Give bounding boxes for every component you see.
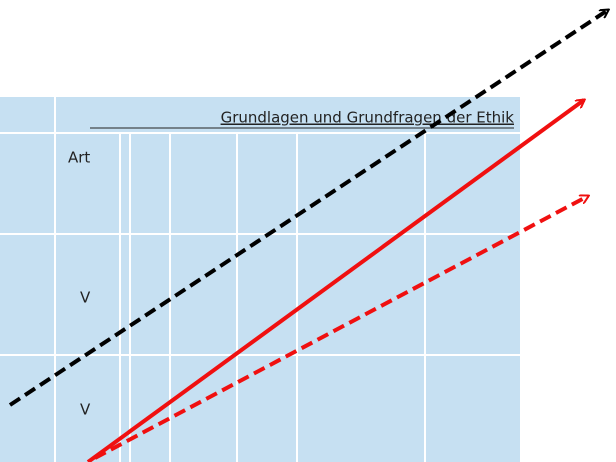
table: Grundlagen und Grundfragen der Ethik Art… — [0, 97, 520, 462]
arrow — [86, 100, 584, 462]
cell-text: Art — [68, 149, 90, 167]
arrow — [94, 194, 588, 460]
arrow — [8, 10, 608, 407]
cell-text: V — [80, 401, 91, 419]
cell-text: V — [80, 289, 91, 307]
table-title: Grundlagen und Grundfragen der Ethik — [221, 109, 515, 127]
